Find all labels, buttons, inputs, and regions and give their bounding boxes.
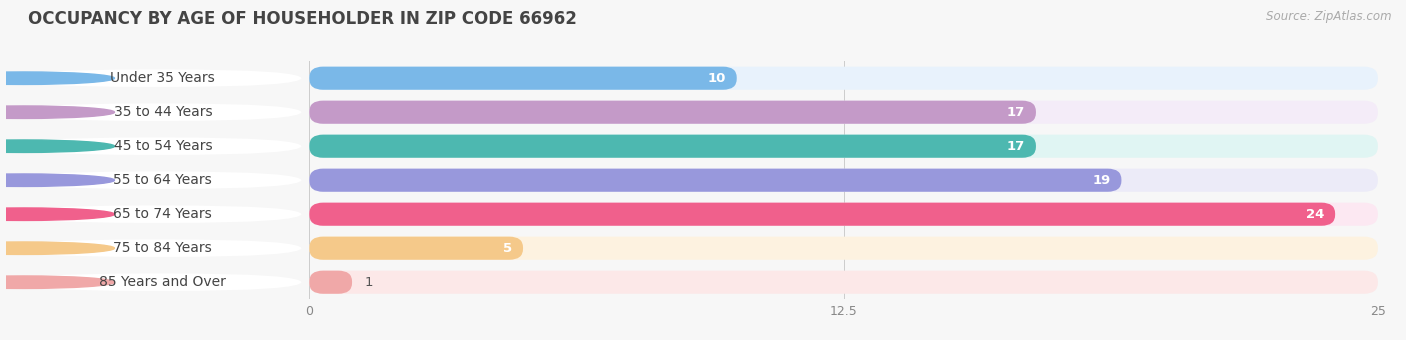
Text: OCCUPANCY BY AGE OF HOUSEHOLDER IN ZIP CODE 66962: OCCUPANCY BY AGE OF HOUSEHOLDER IN ZIP C… [28,10,576,28]
Text: Under 35 Years: Under 35 Years [111,71,215,85]
Text: 19: 19 [1092,174,1111,187]
FancyBboxPatch shape [309,203,1378,226]
Text: 85 Years and Over: 85 Years and Over [100,275,226,289]
Circle shape [0,140,114,152]
Circle shape [0,208,114,220]
FancyBboxPatch shape [309,101,1036,124]
FancyBboxPatch shape [309,237,1378,260]
Circle shape [0,72,114,84]
FancyBboxPatch shape [309,203,1336,226]
Circle shape [0,276,114,288]
FancyBboxPatch shape [11,103,302,121]
FancyBboxPatch shape [309,237,523,260]
FancyBboxPatch shape [309,135,1378,158]
Circle shape [0,106,114,118]
Circle shape [0,174,114,186]
Text: 17: 17 [1007,140,1025,153]
Text: 5: 5 [503,242,512,255]
Text: 55 to 64 Years: 55 to 64 Years [114,173,212,187]
Text: 10: 10 [707,72,725,85]
Circle shape [0,242,114,254]
FancyBboxPatch shape [309,67,737,90]
FancyBboxPatch shape [309,169,1122,192]
Text: 1: 1 [366,276,374,289]
FancyBboxPatch shape [309,67,1378,90]
FancyBboxPatch shape [309,271,352,294]
Text: 45 to 54 Years: 45 to 54 Years [114,139,212,153]
FancyBboxPatch shape [309,101,1378,124]
FancyBboxPatch shape [309,271,1378,294]
FancyBboxPatch shape [11,171,302,189]
Text: 24: 24 [1306,208,1324,221]
Text: 17: 17 [1007,106,1025,119]
FancyBboxPatch shape [11,205,302,223]
Text: Source: ZipAtlas.com: Source: ZipAtlas.com [1267,10,1392,23]
FancyBboxPatch shape [11,137,302,155]
Text: 35 to 44 Years: 35 to 44 Years [114,105,212,119]
FancyBboxPatch shape [11,239,302,257]
Text: 65 to 74 Years: 65 to 74 Years [114,207,212,221]
FancyBboxPatch shape [11,273,302,291]
Text: 75 to 84 Years: 75 to 84 Years [114,241,212,255]
FancyBboxPatch shape [309,169,1378,192]
FancyBboxPatch shape [11,69,302,87]
FancyBboxPatch shape [309,135,1036,158]
